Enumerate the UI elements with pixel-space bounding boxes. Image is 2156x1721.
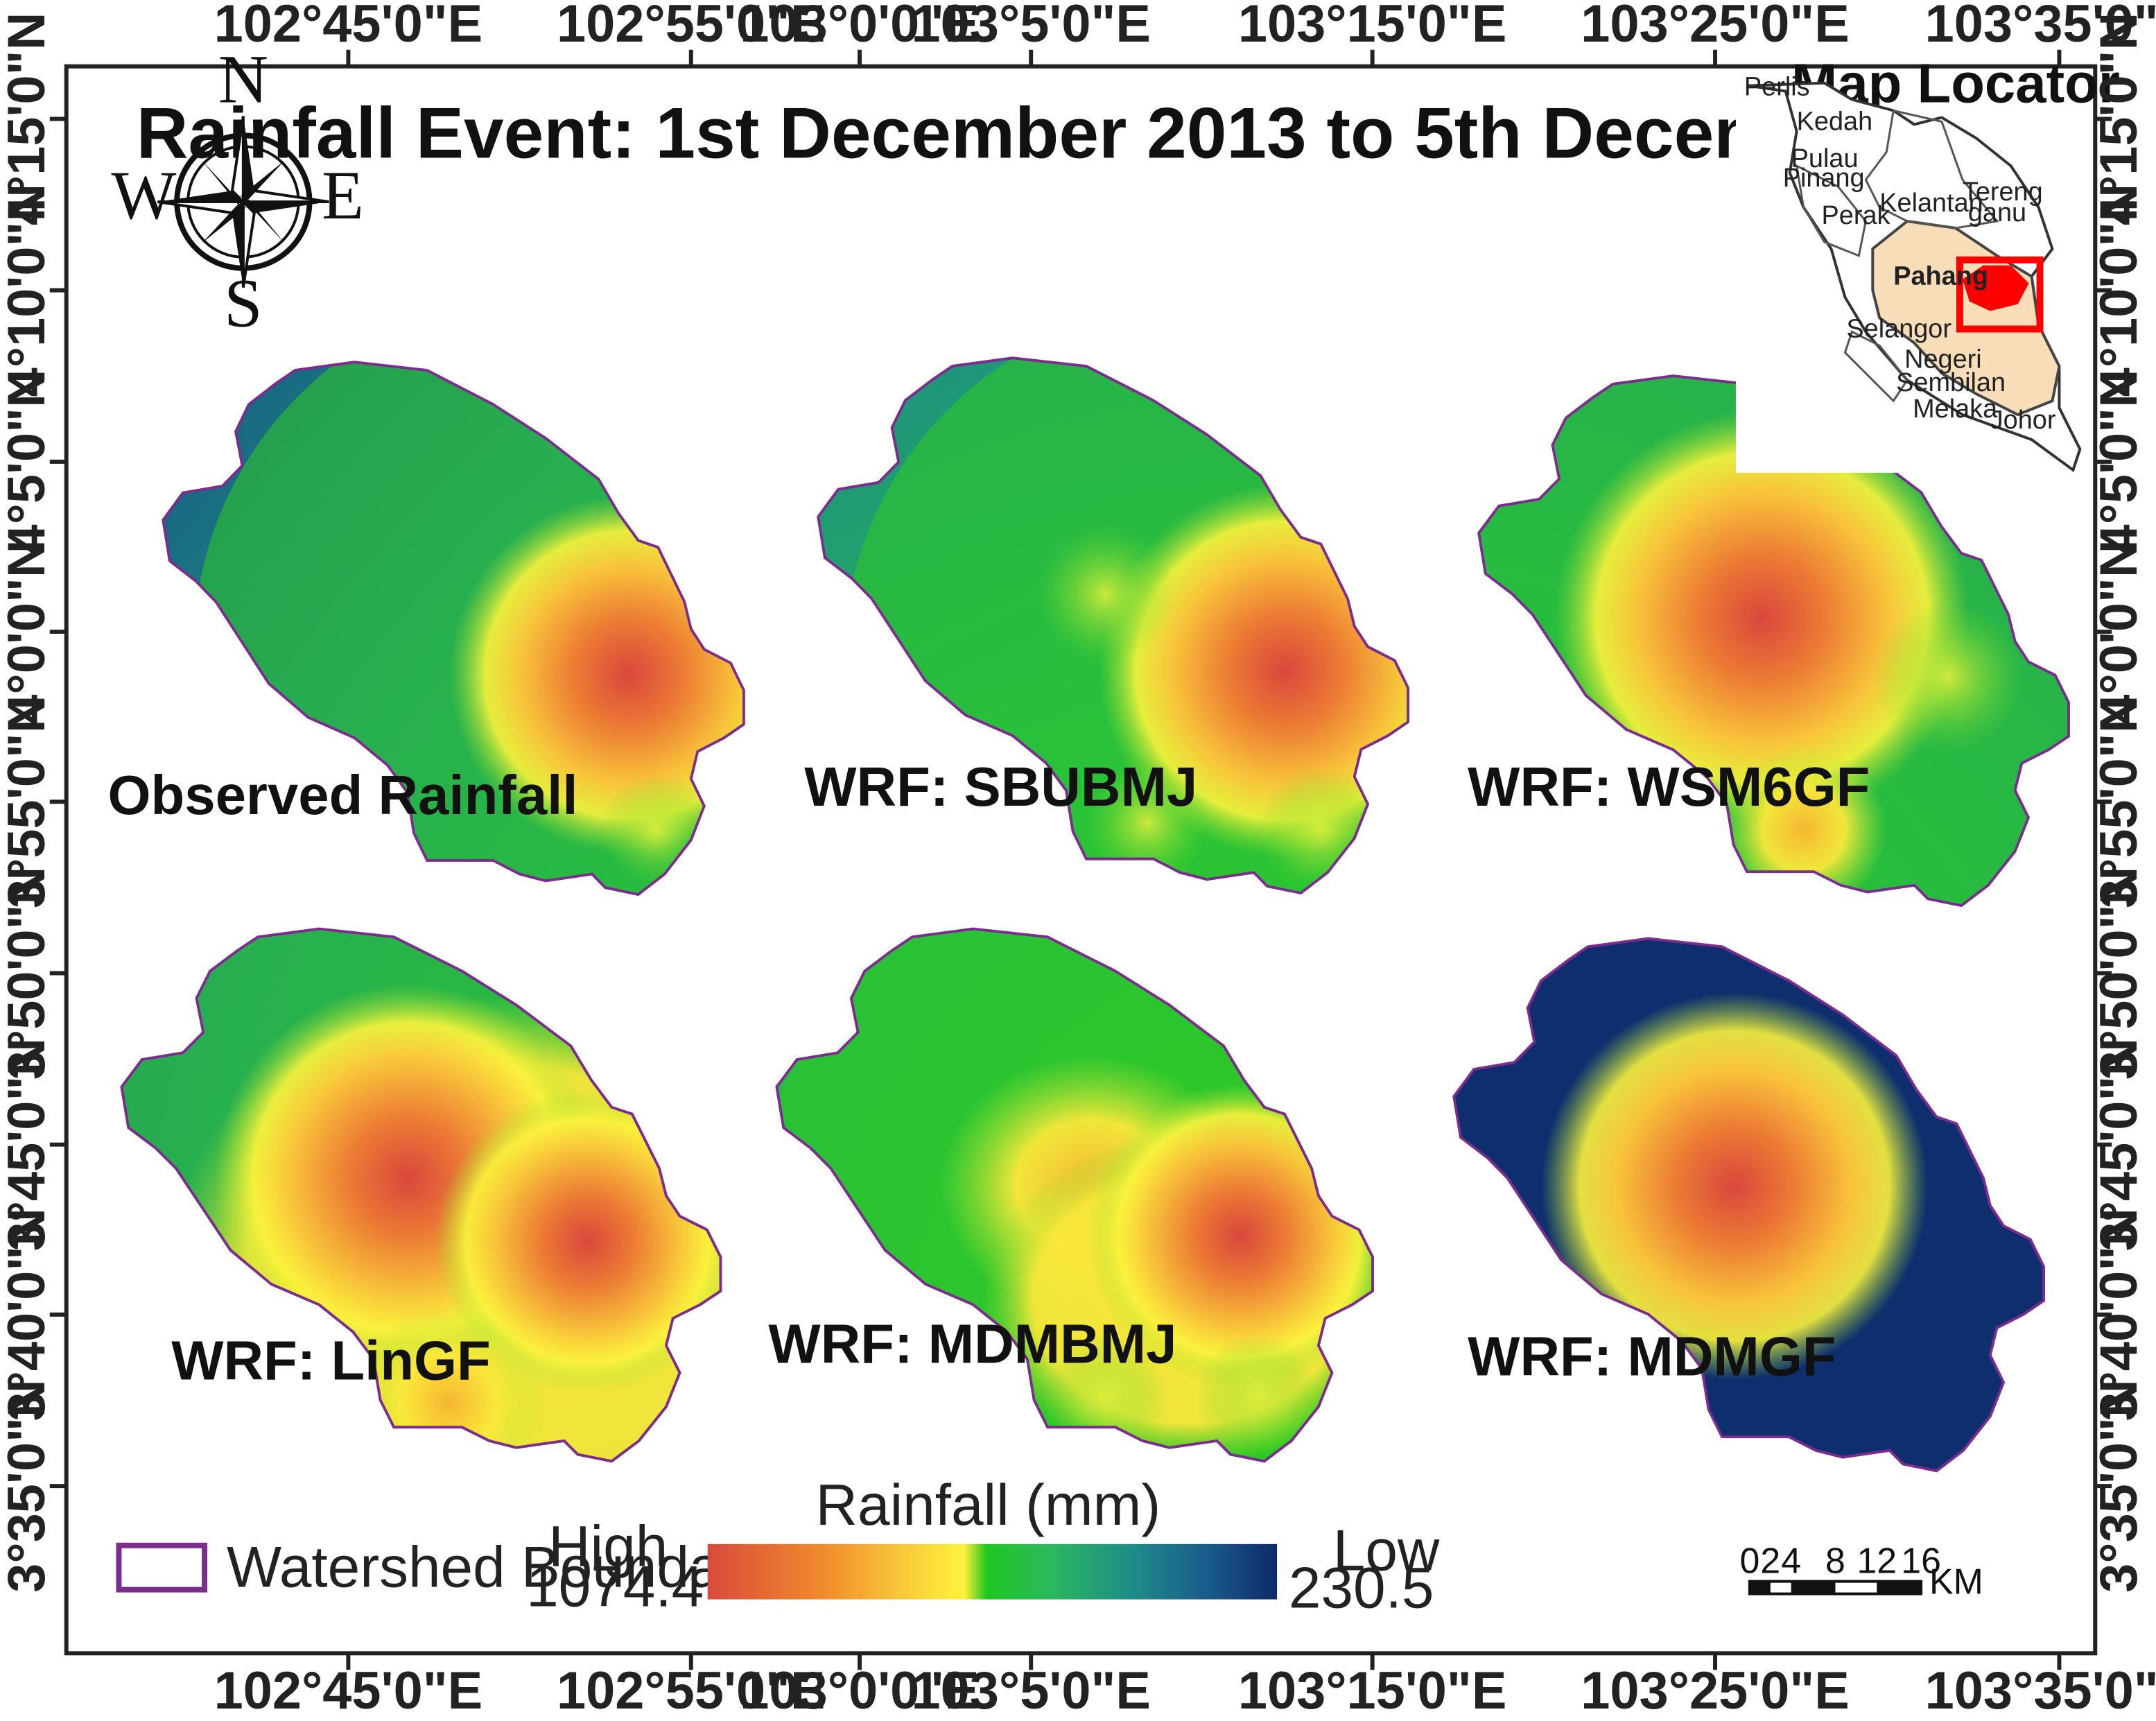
scale-label: 2 <box>1760 1541 1780 1581</box>
lat-tick-label: 3°50'0"N <box>2089 867 2148 1080</box>
legend-low-label: Low <box>1333 1518 1440 1583</box>
map-locator-inset: Map Locator Perlis Kedah Pulau Pinang Pe… <box>1735 53 2120 473</box>
locator-state-label: ganu <box>1968 198 2026 227</box>
locator-state-label: Melaka <box>1913 395 1998 424</box>
scale-bar: 0 2 4 8 12 16 KM <box>1739 1541 1983 1602</box>
locator-state-label: Kelantan <box>1879 189 1983 218</box>
lon-tick-label: 103°0'0"E <box>740 0 979 53</box>
panel-label: WRF: MDMBMJ <box>768 1313 1176 1375</box>
map-frame <box>64 64 2098 1656</box>
latitude-ticks-right: 4°15'0"N4°10'0"N4°5'0"N4°0'0"N3°55'0"N3°… <box>2089 12 2148 1593</box>
panel-label: Observed Rainfall <box>108 764 578 826</box>
lat-tick-label: 4°0'0"N <box>2089 539 2148 723</box>
panel-wrf-mdmgf: WRF: MDMGF <box>1452 937 2046 1473</box>
lon-tick-label: 102°45'0"E <box>214 0 483 53</box>
legend-low-value: 230.5 <box>1289 1555 1434 1620</box>
north-arrow-icon: N S E W <box>111 41 364 342</box>
scale-label: 8 <box>1825 1541 1845 1581</box>
locator-state-label: Perak <box>1822 201 1890 230</box>
scale-label: 4 <box>1781 1541 1801 1581</box>
compass-w: W <box>111 157 176 234</box>
locator-state-label: Negeri <box>1904 345 1982 374</box>
lon-tick-label: 103°25'0"E <box>1581 1661 1850 1720</box>
lon-tick-label: 103°5'0"E <box>912 1661 1151 1720</box>
lon-tick-label: 103°15'0"E <box>1238 1661 1507 1720</box>
locator-state-label: Pulau <box>1791 144 1859 173</box>
lon-tick-label: 103°35'0"E <box>1925 0 2156 53</box>
lon-tick-label: 103°0'0"E <box>740 1661 979 1720</box>
lat-tick-label: 4°5'0"N <box>0 370 56 553</box>
locator-state-label: Selangor <box>1846 314 1951 343</box>
lon-tick-label: 103°25'0"E <box>1581 0 1850 53</box>
lat-tick-label: 4°5'0"N <box>2089 370 2148 553</box>
watershed-boundary-swatch <box>116 1542 208 1593</box>
lat-tick-label: 3°35'0"N <box>0 1379 56 1592</box>
panel-label: WRF: SBUBMJ <box>804 756 1197 818</box>
scale-label: 0 <box>1739 1541 1759 1581</box>
scale-label: 16 <box>1901 1541 1941 1581</box>
lat-tick-label: 3°50'0"N <box>0 867 56 1080</box>
locator-state-label: Sembilan <box>1896 368 2006 397</box>
legend-title: Rainfall (mm) <box>816 1472 1161 1537</box>
scale-label: 12 <box>1857 1541 1897 1581</box>
scale-unit: KM <box>1929 1562 1983 1602</box>
lon-tick-label: 102°45'0"E <box>214 1661 483 1720</box>
lat-tick-label: 4°10'0"N <box>0 184 56 397</box>
legend-boundary-label: Watershed Boundary <box>227 1534 770 1600</box>
lat-tick-label: 3°40'0"N <box>0 1208 56 1421</box>
lat-tick-label: 4°15'0"N <box>0 12 56 225</box>
lat-tick-label: 3°45'0"N <box>2089 1038 2148 1251</box>
lat-tick-label: 3°55'0"N <box>0 695 56 908</box>
legend-colorbar <box>707 1543 1278 1600</box>
lon-tick-label: 103°35'0"E <box>1925 1661 2156 1720</box>
legend: Watershed Boundary High 1074.4 Rainfall … <box>116 1472 1440 1620</box>
lat-tick-label: 4°15'0"N <box>2089 12 2148 225</box>
locator-state-label: Kedah <box>1797 107 1872 136</box>
panel-label: WRF: LinGF <box>171 1330 491 1392</box>
lat-tick-label: 4°0'0"N <box>0 539 56 723</box>
locator-highlight-box <box>1956 256 2044 333</box>
compass-e: E <box>322 157 364 234</box>
legend-high-value: 1074.4 <box>526 1554 704 1619</box>
lon-tick-label: 102°55'0"E <box>557 0 826 53</box>
watershed-locator-marker <box>1962 265 2029 311</box>
lat-tick-label: 3°45'0"N <box>0 1038 56 1251</box>
locator-state-label: Tereng <box>1963 178 2043 207</box>
locator-state-label: Pahang <box>1893 262 1988 291</box>
latitude-ticks-left: 4°15'0"N4°10'0"N4°5'0"N4°0'0"N3°55'0"N3°… <box>0 12 67 1593</box>
locator-state-label: Perlis <box>1744 73 1810 102</box>
locator-state-label: Pinang <box>1783 164 1865 193</box>
lat-tick-label: 4°10'0"N <box>2089 184 2148 397</box>
lat-tick-label: 3°55'0"N <box>2089 695 2148 908</box>
lon-tick-label: 103°5'0"E <box>912 0 1151 53</box>
compass-s: S <box>224 264 262 341</box>
legend-high-label: High <box>548 1514 668 1579</box>
panel-label: WRF: WSM6GF <box>1468 756 1870 818</box>
lon-tick-label: 103°15'0"E <box>1238 0 1507 53</box>
panel-label: WRF: MDMGF <box>1468 1326 1836 1387</box>
lon-tick-label: 102°55'0"E <box>557 1661 826 1720</box>
locator-state-label: Johor <box>1990 406 2056 435</box>
compass-n: N <box>218 41 268 118</box>
lat-tick-label: 3°35'0"N <box>2089 1379 2148 1592</box>
lat-tick-label: 3°40'0"N <box>2089 1208 2148 1421</box>
